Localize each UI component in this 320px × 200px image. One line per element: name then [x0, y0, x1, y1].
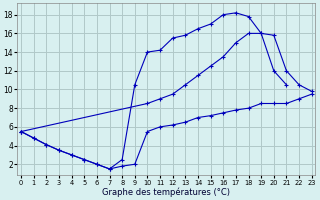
X-axis label: Graphe des températures (°C): Graphe des températures (°C)	[102, 187, 230, 197]
